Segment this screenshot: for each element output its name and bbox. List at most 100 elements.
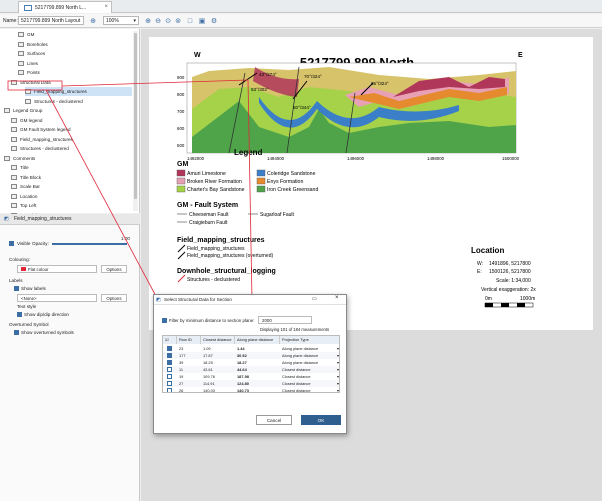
tree-item-label: GM Fault System legend: [20, 127, 71, 132]
tree-item-label: Location: [20, 193, 38, 199]
tree-item[interactable]: Points: [18, 68, 132, 77]
overturned-label: Overturned Symbol: [9, 322, 49, 327]
filter-checkbox[interactable]: [162, 318, 167, 323]
zoom-in-icon[interactable]: ⊕: [145, 18, 151, 25]
y-tick: 600: [177, 126, 185, 131]
select-icon[interactable]: □: [187, 18, 193, 25]
tree-item[interactable]: GM legend: [11, 116, 132, 125]
tree-item[interactable]: Structures - declustered: [11, 144, 132, 153]
ok-button[interactable]: OK: [301, 415, 341, 425]
zoom-out-icon[interactable]: ⊖: [155, 18, 161, 25]
tree-item[interactable]: GM Fault System legend: [11, 125, 132, 134]
chevron-down-icon[interactable]: ▾: [337, 374, 339, 379]
settings-icon[interactable]: ⚙: [210, 18, 218, 25]
labels-combo[interactable]: <None>: [17, 294, 97, 302]
row-checkbox[interactable]: [167, 360, 172, 365]
tree-item[interactable]: Title Block: [11, 173, 132, 182]
dh-symbol: [177, 274, 186, 283]
chevron-down-icon[interactable]: ▾: [337, 360, 339, 365]
tree-item[interactable]: Title: [11, 163, 132, 172]
close-icon[interactable]: ×: [335, 295, 339, 301]
fault-legend-label: Sugarloaf Fault: [260, 212, 295, 218]
table-row[interactable]: [163, 352, 339, 359]
fault-line: [345, 92, 356, 154]
zoom-combo[interactable]: 100% ▾: [103, 16, 139, 25]
tab-layout[interactable]: 5217799.899 North L... ×: [18, 1, 112, 13]
filter-distance-input[interactable]: 2000: [258, 316, 312, 324]
table-row[interactable]: [163, 387, 339, 392]
colouring-label: Colouring:: [9, 257, 30, 262]
labels-options-button[interactable]: Options: [101, 294, 127, 302]
zoom-selection-icon[interactable]: ⊚: [175, 18, 181, 25]
column-header[interactable]: Closest distance: [201, 336, 235, 344]
cancel-button[interactable]: Cancel: [256, 415, 292, 425]
column-header[interactable]: Row ID: [177, 336, 201, 344]
table-row[interactable]: [163, 380, 339, 387]
table-row[interactable]: [163, 359, 339, 366]
tree-item[interactable]: GM: [18, 30, 132, 39]
row-checkbox[interactable]: [167, 367, 172, 372]
fault-line: [286, 66, 300, 154]
tree-item[interactable]: Scale Bar: [11, 182, 132, 191]
tree-scrollbar-thumb[interactable]: [134, 33, 137, 199]
tree-item[interactable]: Comments: [4, 154, 132, 163]
row-checkbox[interactable]: [167, 374, 172, 379]
tree-item-label: Structures - declustered: [20, 146, 69, 151]
tree-item[interactable]: Structural Data: [11, 78, 132, 87]
zoom-extent-icon[interactable]: ⊙: [165, 18, 171, 25]
tree-item[interactable]: Field_mapping_structures: [25, 87, 132, 96]
table-row[interactable]: [163, 345, 339, 352]
legend-swatch: [256, 185, 266, 193]
column-header[interactable]: Projection Type: [280, 336, 339, 344]
chevron-down-icon[interactable]: ▾: [337, 353, 339, 358]
column-header[interactable]: Along plane distance: [235, 336, 280, 344]
chevron-down-icon[interactable]: ▾: [337, 367, 339, 372]
show-overturned-checkbox[interactable]: [14, 330, 19, 335]
table-cell: Closest distance: [282, 367, 311, 372]
tree-item[interactable]: Surfaces: [18, 49, 132, 58]
toolbar: [0, 14, 602, 28]
table-row[interactable]: [163, 373, 339, 380]
close-icon[interactable]: ×: [104, 4, 108, 10]
image-icon[interactable]: ▣: [198, 18, 206, 25]
y-tick: 900: [177, 75, 185, 80]
chevron-down-icon[interactable]: ▾: [337, 346, 339, 351]
row-checkbox[interactable]: [167, 346, 172, 351]
select-column-header[interactable]: ☑: [163, 336, 177, 344]
table-row[interactable]: [163, 366, 339, 373]
x-tick: 1500000: [502, 156, 520, 161]
show-labels-checkbox[interactable]: [14, 286, 19, 291]
tree-item[interactable]: Lines: [18, 59, 132, 68]
section-figure: W E 5217799.899 North 43°/274° 70°/324° …: [176, 52, 536, 308]
chevron-down-icon[interactable]: ▾: [337, 381, 339, 386]
dh-legend-label: Structures - declustered: [187, 277, 240, 283]
row-checkbox[interactable]: [167, 388, 172, 392]
tree-item[interactable]: Top Left: [11, 201, 132, 210]
table-cell: 1.44: [237, 346, 245, 351]
tree-item[interactable]: Field_mapping_structures: [11, 135, 132, 144]
row-checkbox[interactable]: [167, 353, 172, 358]
colouring-options-button[interactable]: Options: [101, 265, 127, 273]
row-checkbox[interactable]: [167, 381, 172, 386]
scale-bar: [484, 302, 534, 308]
colouring-combo[interactable]: Flat colour: [17, 265, 97, 273]
table-cell: 187.98: [237, 374, 249, 379]
name-input[interactable]: 5217799.899 North Layout: [18, 16, 84, 25]
visible-checkbox[interactable]: [9, 241, 14, 246]
chevron-down-icon[interactable]: ▾: [337, 388, 339, 393]
scale-bar-start: 0m: [485, 296, 492, 302]
tree-item-label: Boreholes: [27, 41, 48, 47]
opacity-slider[interactable]: [52, 243, 127, 245]
legend-dh-title: Downhole_structural_logging: [177, 268, 276, 275]
tree-item[interactable]: Location: [11, 192, 132, 201]
table-cell: 140.03: [203, 388, 215, 393]
tree-item[interactable]: Legend Group: [4, 106, 132, 115]
text-icon: [11, 193, 17, 199]
colouring-value: Flat colour: [28, 267, 49, 272]
tree-item[interactable]: Boreholes: [18, 40, 132, 49]
maximize-icon[interactable]: ▭: [312, 296, 317, 302]
tree-item[interactable]: Structures - declustered: [25, 97, 132, 106]
dip-direction-checkbox[interactable]: [17, 312, 22, 317]
zoom-fit-icon[interactable]: ⊕: [90, 18, 96, 25]
legend-unit-label: Amuri Limestone: [187, 171, 226, 177]
